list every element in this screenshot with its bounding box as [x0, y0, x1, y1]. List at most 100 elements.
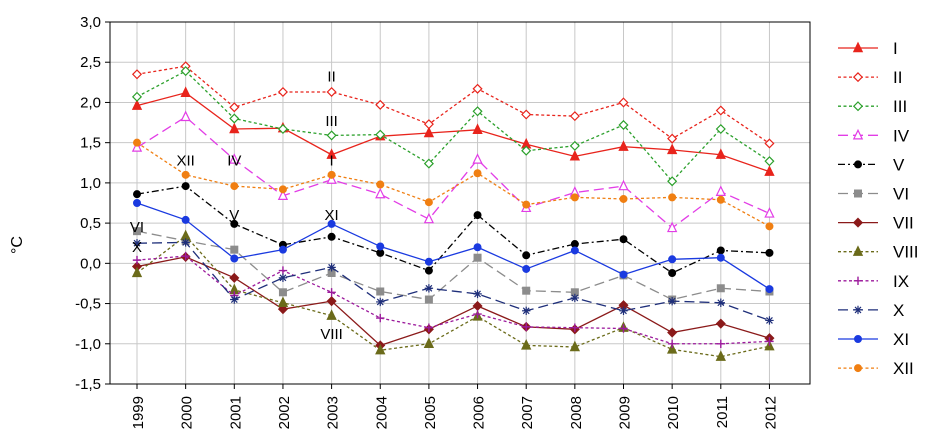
data-point-I-2008: [569, 149, 581, 161]
data-point-X-2007: [522, 306, 531, 315]
legend-item-XII: XII: [838, 359, 914, 378]
data-point-XII-2004: [376, 180, 385, 189]
legend-marker-I: [852, 41, 864, 53]
data-point-XII-2010: [668, 193, 677, 202]
data-point-XII-2002: [278, 185, 287, 194]
data-point-X-2012: [765, 316, 774, 325]
data-point-III-2011: [715, 123, 726, 135]
data-point-IV-2003: [326, 173, 337, 184]
data-point-X-2004: [376, 297, 385, 307]
data-point-XII-2008: [570, 193, 579, 202]
series-II: [131, 61, 775, 149]
data-point-IV-2000: [180, 110, 191, 122]
data-point-III-2008: [569, 140, 580, 151]
data-point-III-2007: [521, 145, 532, 156]
data-point-II-2003: [326, 86, 337, 98]
series-X: [132, 238, 774, 325]
legend-marker-V: [853, 160, 862, 169]
data-point-II-2005: [423, 119, 434, 130]
data-point-III-2003: [326, 130, 337, 141]
data-point-II-2010: [667, 133, 678, 144]
data-point-V-2006: [473, 211, 482, 220]
data-point-XII-2001: [230, 182, 239, 191]
legend-marker-XI: [853, 335, 862, 344]
legend-marker-VI: [853, 189, 862, 198]
x-tick-label: 2011: [714, 396, 731, 428]
x-tick-label: 2001: [227, 396, 244, 429]
annotation-XII: XII: [176, 152, 194, 169]
data-point-XI-2011: [716, 253, 725, 262]
data-point-III-2000: [180, 66, 191, 77]
legend-label-I: I: [893, 39, 898, 58]
data-point-III-2010: [667, 176, 678, 187]
data-point-XII-2011: [716, 195, 725, 204]
series-XI: [133, 199, 774, 294]
series-line-II: [136, 65, 770, 145]
data-point-I-2000: [180, 86, 191, 97]
data-point-III-1999: [131, 91, 143, 102]
data-point-I-2011: [715, 148, 726, 159]
legend-item-X: X: [838, 301, 904, 320]
data-point-V-2004: [376, 248, 385, 257]
data-point-II-1999: [131, 69, 143, 80]
data-point-VII-2010: [667, 327, 678, 338]
data-point-II-2002: [277, 86, 288, 98]
data-point-XI-2007: [522, 264, 531, 273]
data-point-V-2012: [765, 248, 774, 257]
y-tick-label: 1,0: [80, 175, 101, 192]
data-point-V-2011: [716, 246, 725, 255]
legend-label-IV: IV: [893, 126, 910, 145]
data-point-X-1999: [132, 239, 142, 248]
data-point-II-2007: [521, 109, 532, 120]
legend-label-X: X: [893, 301, 904, 320]
data-point-XI-2001: [230, 254, 239, 263]
data-point-IV-2002: [277, 189, 289, 200]
legend-label-II: II: [893, 68, 902, 87]
data-point-XI-2010: [668, 255, 677, 264]
y-tick-label: -0,5: [75, 296, 101, 313]
data-point-XI-2002: [278, 245, 287, 254]
legend-item-V: V: [838, 155, 905, 174]
legend-marker-II: [852, 72, 864, 83]
x-tick-label: 2012: [762, 396, 779, 429]
data-point-V-2005: [424, 266, 433, 275]
data-point-IX-2003: [327, 288, 336, 297]
y-tick-label: 0,5: [80, 215, 101, 232]
data-point-VIII-2011: [715, 350, 726, 361]
data-point-IX-2004: [376, 313, 385, 323]
series-line-IX: [136, 255, 770, 345]
legend-item-IX: IX: [838, 272, 909, 291]
legend-label-V: V: [893, 155, 905, 174]
data-point-IV-2004: [375, 187, 386, 199]
data-point-II-2001: [229, 102, 240, 113]
data-point-V-2003: [327, 232, 336, 241]
y-tick-label: 2,0: [80, 94, 101, 111]
series-V: [133, 182, 774, 277]
data-point-XI-2005: [424, 257, 433, 266]
legend-item-I: I: [838, 39, 898, 58]
data-point-I-2001: [229, 122, 240, 134]
data-point-VIII-2008: [569, 340, 581, 352]
data-point-X-2008: [570, 293, 580, 303]
legend-label-IX: IX: [893, 272, 909, 291]
data-point-II-2004: [375, 99, 386, 110]
data-point-II-2009: [618, 97, 629, 108]
data-point-X-2006: [473, 289, 482, 299]
data-point-VII-2006: [472, 300, 483, 312]
axes: -1,5 -1,0 -0,5 0,0 0,5 1,0 1,5 2,0 2,5 3,0 1999 200…: [75, 14, 811, 429]
data-point-V-2007: [522, 251, 531, 260]
y-tick-label: -1,5: [75, 376, 101, 393]
legend-marker-IX: [853, 276, 863, 285]
data-point-XI-2012: [765, 285, 774, 294]
annotation-VIII: VIII: [320, 326, 343, 343]
x-tick-label: 2006: [471, 396, 488, 429]
data-point-XI-2000: [181, 215, 190, 224]
series-line-XII: [136, 142, 770, 227]
data-point-VI-2005: [424, 295, 433, 304]
data-point-IX-2009: [619, 324, 628, 333]
series-VIII: [131, 229, 775, 361]
data-point-VIII-2003: [326, 309, 337, 320]
data-point-VII-2011: [715, 318, 726, 329]
data-point-XII-2012: [765, 222, 774, 231]
